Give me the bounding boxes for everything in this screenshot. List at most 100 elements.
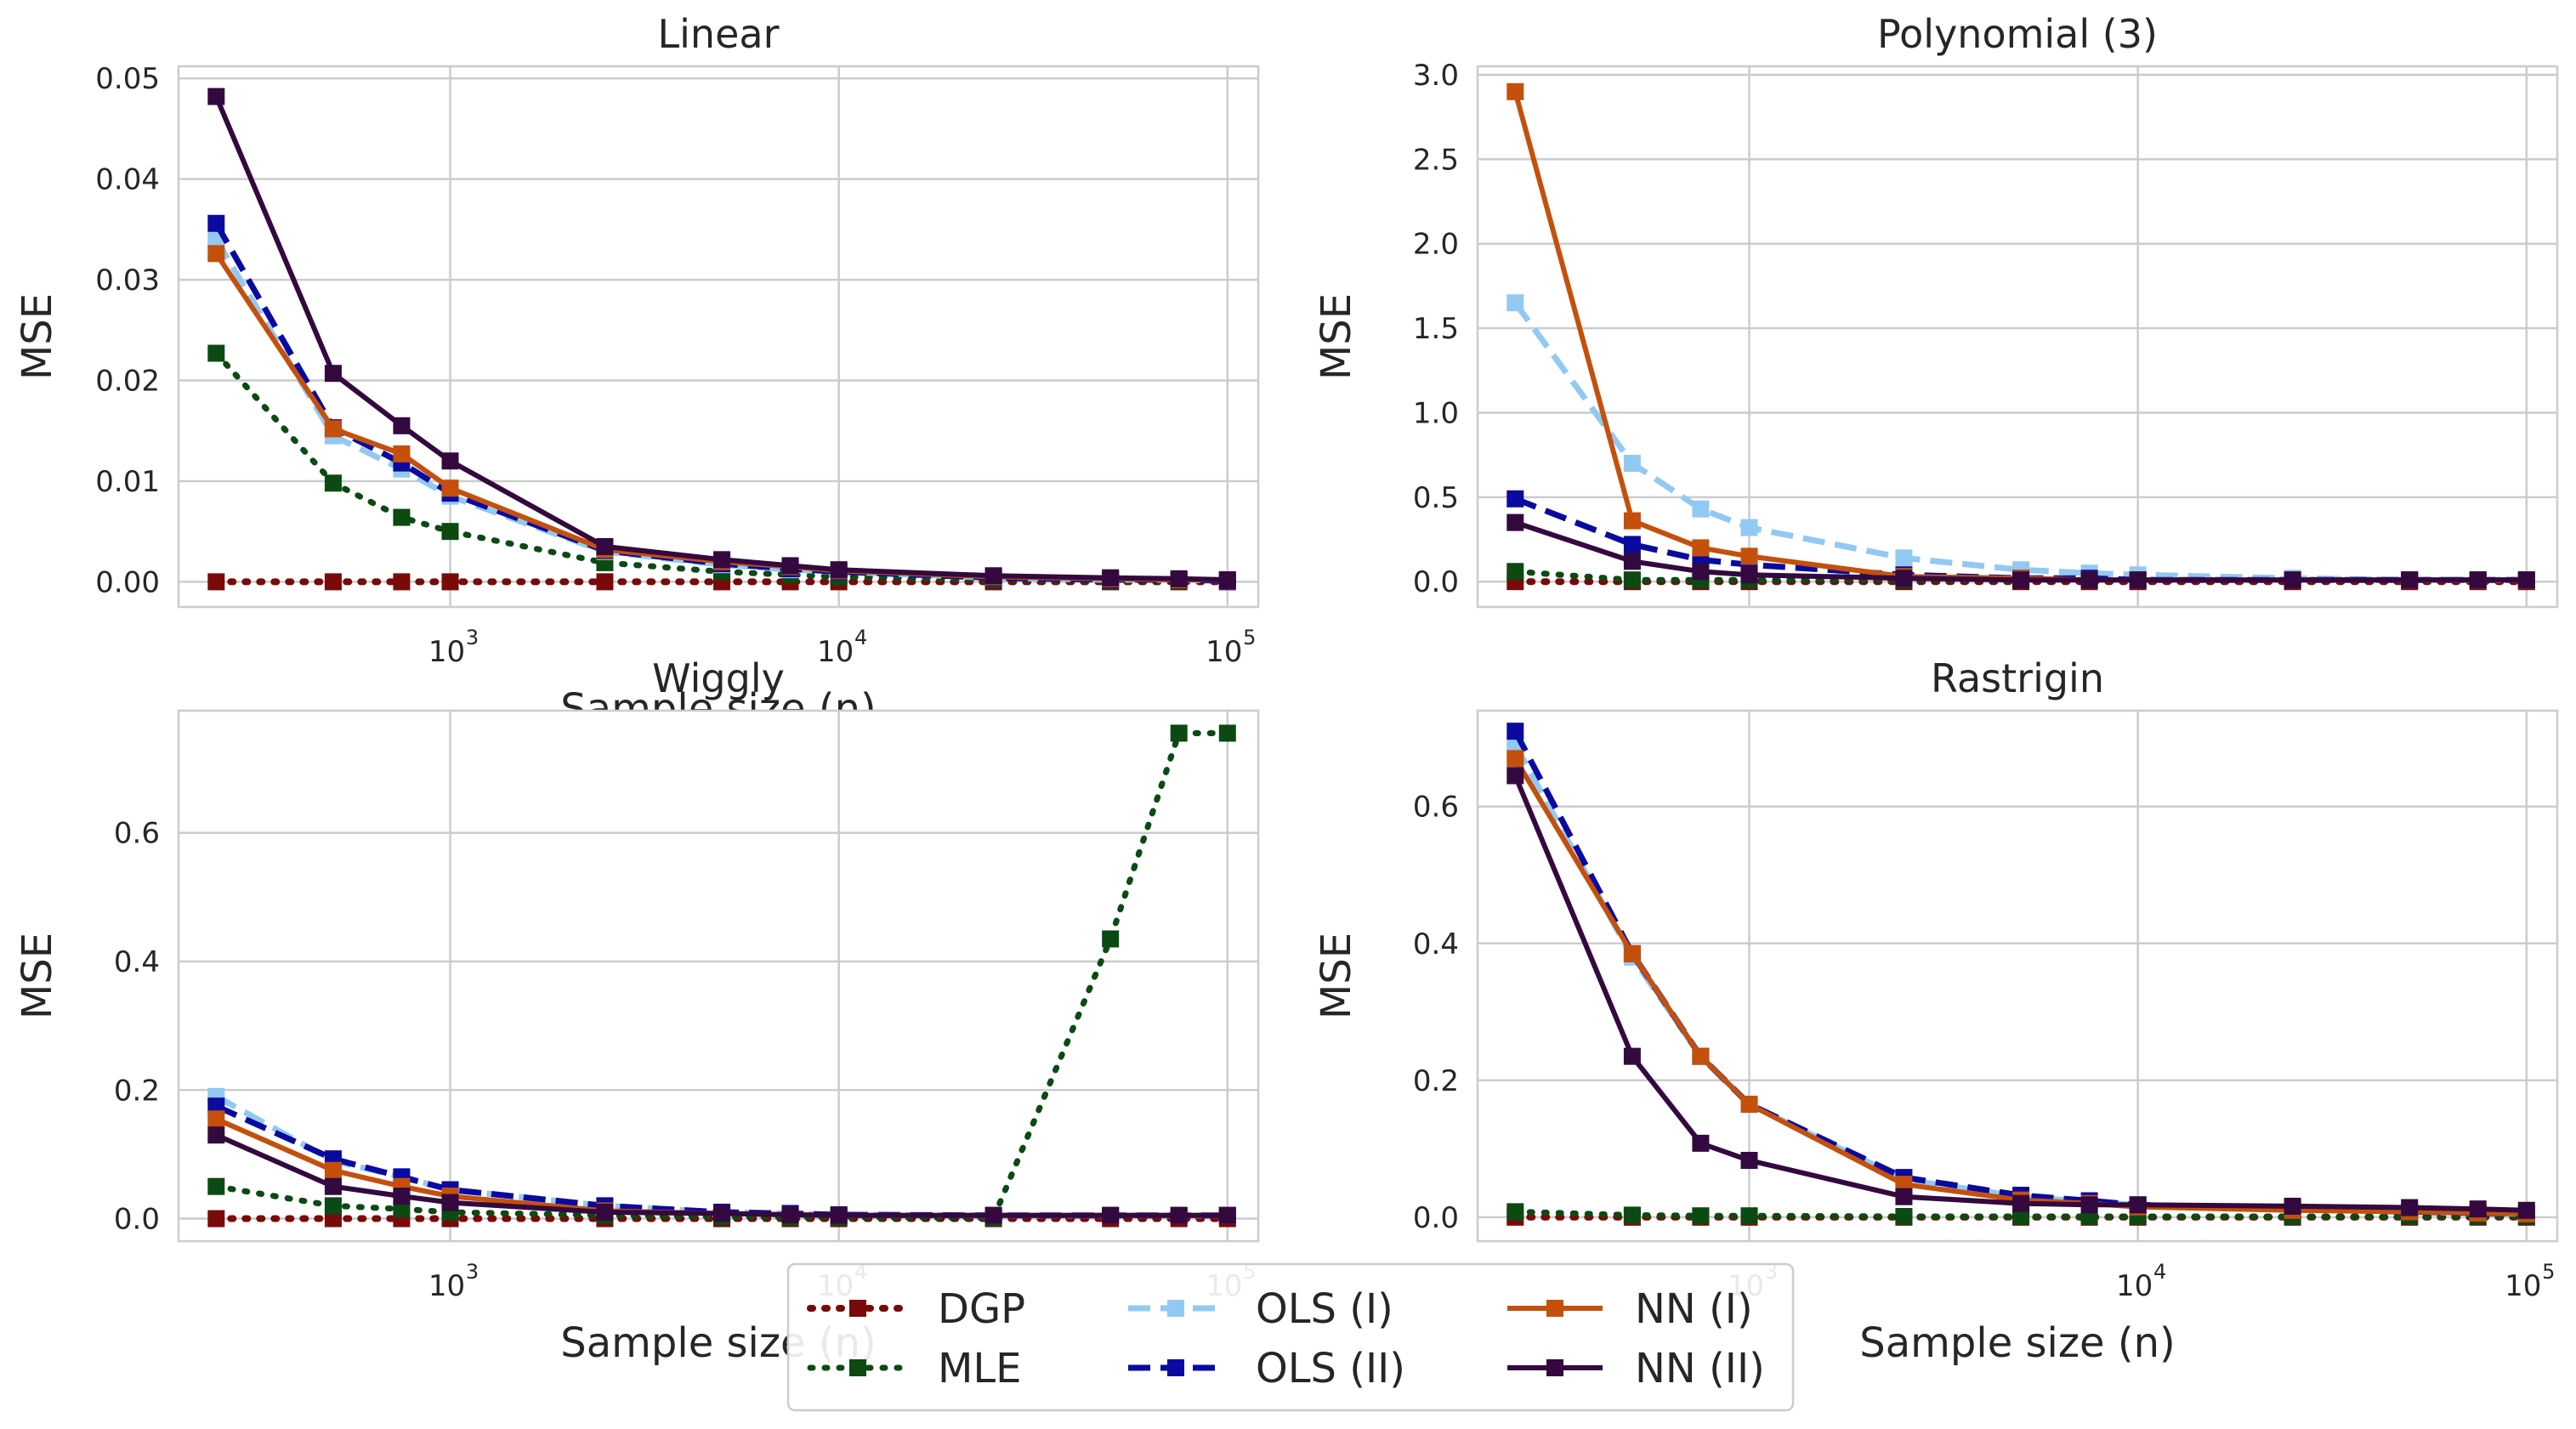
legend: DGP MLE OLS (I) OLS (II) NN (I) NN (II)	[786, 1262, 1795, 1412]
data-point	[2469, 571, 2487, 589]
panel-title: Linear	[658, 11, 780, 57]
data-point	[2012, 571, 2030, 589]
legend-marker	[1167, 1359, 1184, 1376]
data-point	[1623, 536, 1641, 553]
legend-entry: OLS (II)	[1128, 1345, 1405, 1392]
data-point	[1506, 750, 1524, 768]
data-point	[984, 1206, 1002, 1224]
y-tick-label: 2.0	[1413, 228, 1459, 262]
x-tick-label: 10	[428, 1269, 465, 1303]
data-point	[441, 573, 459, 591]
data-point	[1218, 724, 1236, 742]
data-point	[1895, 570, 1913, 587]
data-point	[1692, 539, 1710, 557]
x-tick-exponent: 4	[854, 626, 867, 649]
y-axis-label: MSE	[14, 933, 61, 1019]
data-point	[1506, 513, 1524, 531]
legend-label: MLE	[938, 1345, 1021, 1392]
panel-wiggly: 0.00.20.40.6103104105WigglyMSESample siz…	[14, 655, 1260, 1367]
plot-area	[179, 711, 1258, 1241]
y-tick-label: 0.04	[95, 163, 160, 197]
data-point	[1895, 1188, 1913, 1205]
x-tick-label: 10	[817, 635, 854, 669]
y-tick-label: 0.4	[1413, 927, 1459, 961]
data-point	[441, 1194, 459, 1211]
data-point	[2517, 571, 2535, 589]
data-point	[324, 1161, 342, 1179]
y-tick-label: 1.5	[1413, 312, 1459, 346]
data-point	[830, 561, 848, 579]
series-line	[1512, 1208, 2530, 1220]
data-point	[1623, 1206, 1641, 1224]
data-point	[1623, 1047, 1641, 1065]
data-point	[2129, 1196, 2147, 1214]
x-tick-exponent: 4	[2153, 1260, 2166, 1284]
panel-rastrigin: 0.00.20.40.6103104105RastriginMSESample …	[1313, 655, 2559, 1367]
series-line	[1512, 774, 2527, 1213]
data-point	[2401, 571, 2419, 589]
legend-box	[786, 1262, 1795, 1412]
data-point	[2129, 571, 2147, 589]
series-nn-ii	[1506, 767, 2535, 1219]
legend-label: DGP	[938, 1285, 1025, 1333]
data-point	[781, 1205, 799, 1223]
data-point	[441, 523, 459, 541]
data-point	[1692, 500, 1710, 518]
data-point	[1623, 944, 1641, 962]
data-point	[393, 1188, 411, 1205]
data-point	[324, 365, 342, 383]
y-tick-label: 0.4	[114, 945, 160, 979]
y-tick-label: 2.5	[1413, 143, 1459, 177]
data-point	[324, 1210, 342, 1228]
data-point	[2517, 1201, 2535, 1219]
data-point	[1740, 566, 1758, 584]
data-point	[324, 420, 342, 438]
y-axis-label: MSE	[1313, 933, 1360, 1019]
x-axis-label: Sample size (n)	[1859, 1319, 2175, 1367]
legend-marker	[849, 1300, 866, 1317]
data-point	[1506, 1203, 1524, 1221]
x-tick-exponent: 3	[466, 1260, 479, 1284]
data-point	[1170, 724, 1188, 742]
data-point	[2284, 571, 2301, 589]
series-line	[215, 1132, 1228, 1218]
data-point	[1218, 571, 1236, 589]
y-tick-label: 0.05	[95, 62, 160, 96]
legend-entry: NN (I)	[1507, 1285, 1753, 1333]
plot-frame	[177, 709, 1260, 1243]
data-point	[207, 344, 225, 362]
y-axis-label: MSE	[1313, 293, 1360, 380]
data-point	[1506, 767, 1524, 785]
data-point	[1692, 1134, 1710, 1152]
data-point	[324, 1177, 342, 1195]
data-point	[207, 1210, 225, 1228]
data-point	[1740, 547, 1758, 565]
legend-entry: MLE	[807, 1345, 1021, 1392]
y-tick-label: 3.0	[1413, 59, 1459, 93]
panel-polynomial-3: 0.0 0.5 1.0 1.5 2.0 2.5 3.0 Polynomial (3) MSE	[1313, 11, 2559, 609]
data-point	[393, 1200, 411, 1218]
data-point	[713, 551, 731, 569]
data-point	[1623, 512, 1641, 530]
legend-marker	[849, 1359, 866, 1376]
data-point	[1740, 1095, 1758, 1113]
data-point	[1102, 1206, 1120, 1224]
y-tick-label: 0.6	[114, 817, 160, 851]
data-point	[207, 573, 225, 591]
plot-frame	[1476, 709, 2559, 1243]
y-tick-label: 1.0	[1413, 396, 1459, 430]
x-tick-exponent: 5	[1243, 626, 1256, 649]
legend-marker	[1167, 1300, 1184, 1317]
data-point	[1623, 455, 1641, 473]
data-point	[984, 567, 1002, 585]
data-point	[713, 1205, 731, 1222]
data-point	[1740, 1207, 1758, 1225]
data-point	[207, 88, 225, 105]
y-tick-label: 0.01	[95, 465, 160, 499]
data-point	[1170, 570, 1188, 587]
x-tick-exponent: 5	[2542, 1260, 2555, 1284]
data-point	[2080, 571, 2098, 589]
plot-area	[1478, 711, 2557, 1241]
data-point	[207, 1097, 225, 1115]
